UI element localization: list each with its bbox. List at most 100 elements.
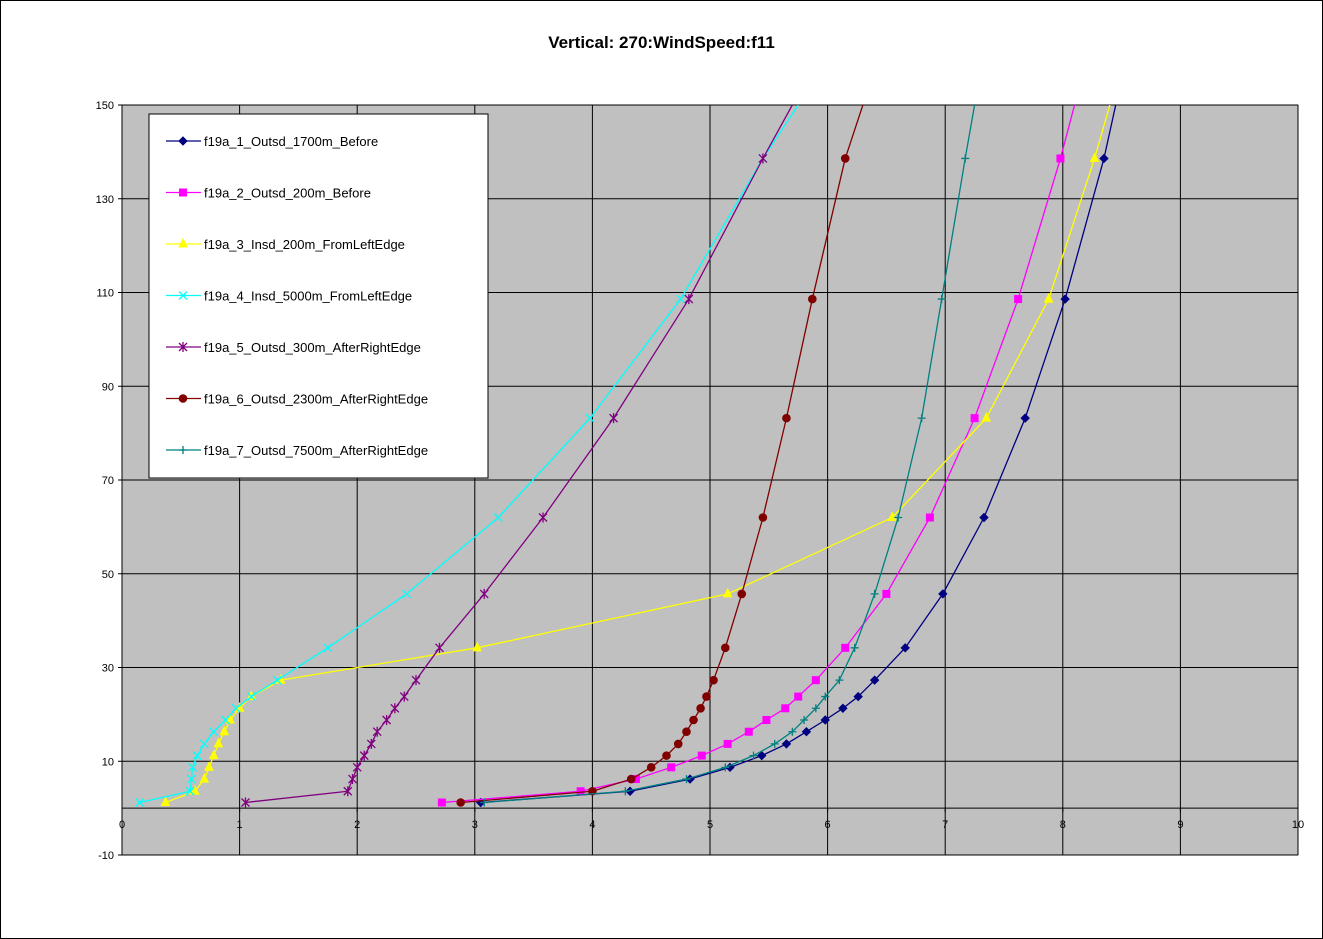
y-tick-label: 10 bbox=[102, 756, 114, 768]
data-point bbox=[221, 715, 230, 725]
data-point bbox=[272, 675, 282, 685]
x-tick-label: 7 bbox=[942, 819, 948, 831]
data-point bbox=[188, 762, 198, 772]
data-point bbox=[811, 676, 820, 685]
data-point bbox=[209, 727, 219, 737]
x-tick-label: 10 bbox=[1292, 819, 1304, 831]
data-point bbox=[323, 643, 333, 653]
data-point bbox=[850, 643, 859, 652]
legend-label: f19a_7_Outsd_7500m_AfterRightEdge bbox=[204, 443, 428, 458]
data-point bbox=[782, 413, 791, 423]
data-point bbox=[576, 787, 585, 796]
data-point bbox=[900, 643, 910, 653]
data-point bbox=[382, 715, 392, 725]
data-point bbox=[673, 739, 683, 749]
y-tick-label: 90 bbox=[102, 381, 114, 393]
data-point bbox=[841, 643, 850, 652]
data-point bbox=[538, 512, 548, 523]
data-point bbox=[204, 761, 214, 771]
x-tick-label: 5 bbox=[707, 819, 713, 831]
data-point bbox=[213, 737, 224, 748]
data-point bbox=[1060, 294, 1070, 304]
legend-label: f19a_3_Insd_200m_FromLeftEdge bbox=[204, 237, 405, 252]
legend-label: f19a_6_Outsd_2300m_AfterRightEdge bbox=[204, 392, 428, 407]
data-point bbox=[352, 762, 362, 773]
data-point bbox=[199, 772, 210, 783]
y-tick-label: 110 bbox=[96, 288, 114, 300]
data-point bbox=[208, 749, 219, 760]
legend-item: f19a_7_Outsd_7500m_AfterRightEdge bbox=[166, 443, 428, 458]
data-point bbox=[758, 153, 768, 164]
data-point bbox=[721, 763, 730, 772]
series-7 bbox=[480, 105, 976, 807]
data-point bbox=[186, 774, 196, 784]
legend-item: f19a_3_Insd_200m_FromLeftEdge bbox=[166, 237, 405, 252]
legend-marker bbox=[179, 446, 187, 454]
series-line bbox=[480, 105, 1117, 804]
data-point bbox=[788, 727, 797, 736]
data-point bbox=[696, 703, 705, 713]
data-point bbox=[684, 294, 694, 305]
data-point bbox=[737, 589, 747, 599]
data-point bbox=[709, 675, 718, 685]
data-point bbox=[835, 676, 844, 685]
series-line bbox=[441, 105, 1076, 804]
data-point bbox=[961, 154, 970, 163]
data-point bbox=[722, 587, 733, 598]
data-point bbox=[372, 726, 382, 737]
legend-label: f19a_5_Outsd_300m_AfterRightEdge bbox=[204, 340, 421, 355]
y-tick-label: 70 bbox=[102, 475, 114, 487]
data-point bbox=[762, 716, 771, 724]
data-point bbox=[676, 294, 686, 304]
data-point bbox=[770, 739, 779, 748]
data-point bbox=[894, 513, 903, 522]
data-point bbox=[781, 704, 790, 713]
data-point bbox=[135, 798, 145, 807]
data-point bbox=[781, 739, 792, 749]
x-tick-label: 6 bbox=[825, 819, 831, 831]
y-tick-label: 130 bbox=[96, 194, 114, 206]
data-point bbox=[621, 787, 630, 796]
data-point bbox=[682, 727, 691, 737]
data-point bbox=[794, 692, 803, 701]
legend-item: f19a_2_Outsd_200m_Before bbox=[166, 186, 371, 201]
series-line bbox=[484, 105, 976, 804]
data-point bbox=[882, 589, 891, 598]
data-point bbox=[840, 154, 850, 163]
data-point bbox=[821, 692, 830, 701]
data-point bbox=[749, 751, 758, 760]
data-point bbox=[720, 643, 730, 653]
data-point bbox=[241, 797, 250, 808]
series-6 bbox=[456, 105, 864, 807]
x-tick-label: 3 bbox=[472, 819, 478, 831]
data-point bbox=[231, 703, 241, 713]
data-point bbox=[472, 641, 482, 652]
data-point bbox=[1089, 152, 1100, 162]
data-point bbox=[853, 691, 863, 702]
x-tick-label: 2 bbox=[354, 819, 360, 831]
data-point bbox=[199, 739, 209, 749]
legend-item: f19a_6_Outsd_2300m_AfterRightEdge bbox=[166, 392, 428, 407]
data-point bbox=[979, 512, 989, 523]
data-point bbox=[925, 513, 934, 522]
series-5 bbox=[241, 105, 793, 808]
y-tick-label: -10 bbox=[98, 850, 114, 862]
grid-layer bbox=[121, 104, 1299, 856]
legend-label: f19a_4_Insd_5000m_FromLeftEdge bbox=[204, 289, 412, 304]
data-point bbox=[402, 589, 412, 599]
data-point bbox=[838, 703, 848, 713]
data-point bbox=[662, 751, 671, 760]
legend-item: f19a_4_Insd_5000m_FromLeftEdge bbox=[166, 289, 412, 304]
data-point bbox=[689, 715, 698, 725]
data-point bbox=[399, 691, 409, 702]
x-tick-label: 9 bbox=[1177, 819, 1183, 831]
legend-item: f19a_5_Outsd_300m_AfterRightEdge bbox=[166, 340, 421, 355]
data-point bbox=[456, 798, 465, 807]
data-point bbox=[348, 774, 357, 785]
data-point bbox=[667, 763, 676, 772]
legend-marker bbox=[178, 291, 188, 300]
x-tick-label: 1 bbox=[237, 819, 243, 831]
data-point bbox=[937, 295, 946, 304]
data-point bbox=[820, 715, 830, 725]
series-layer bbox=[135, 105, 1117, 808]
